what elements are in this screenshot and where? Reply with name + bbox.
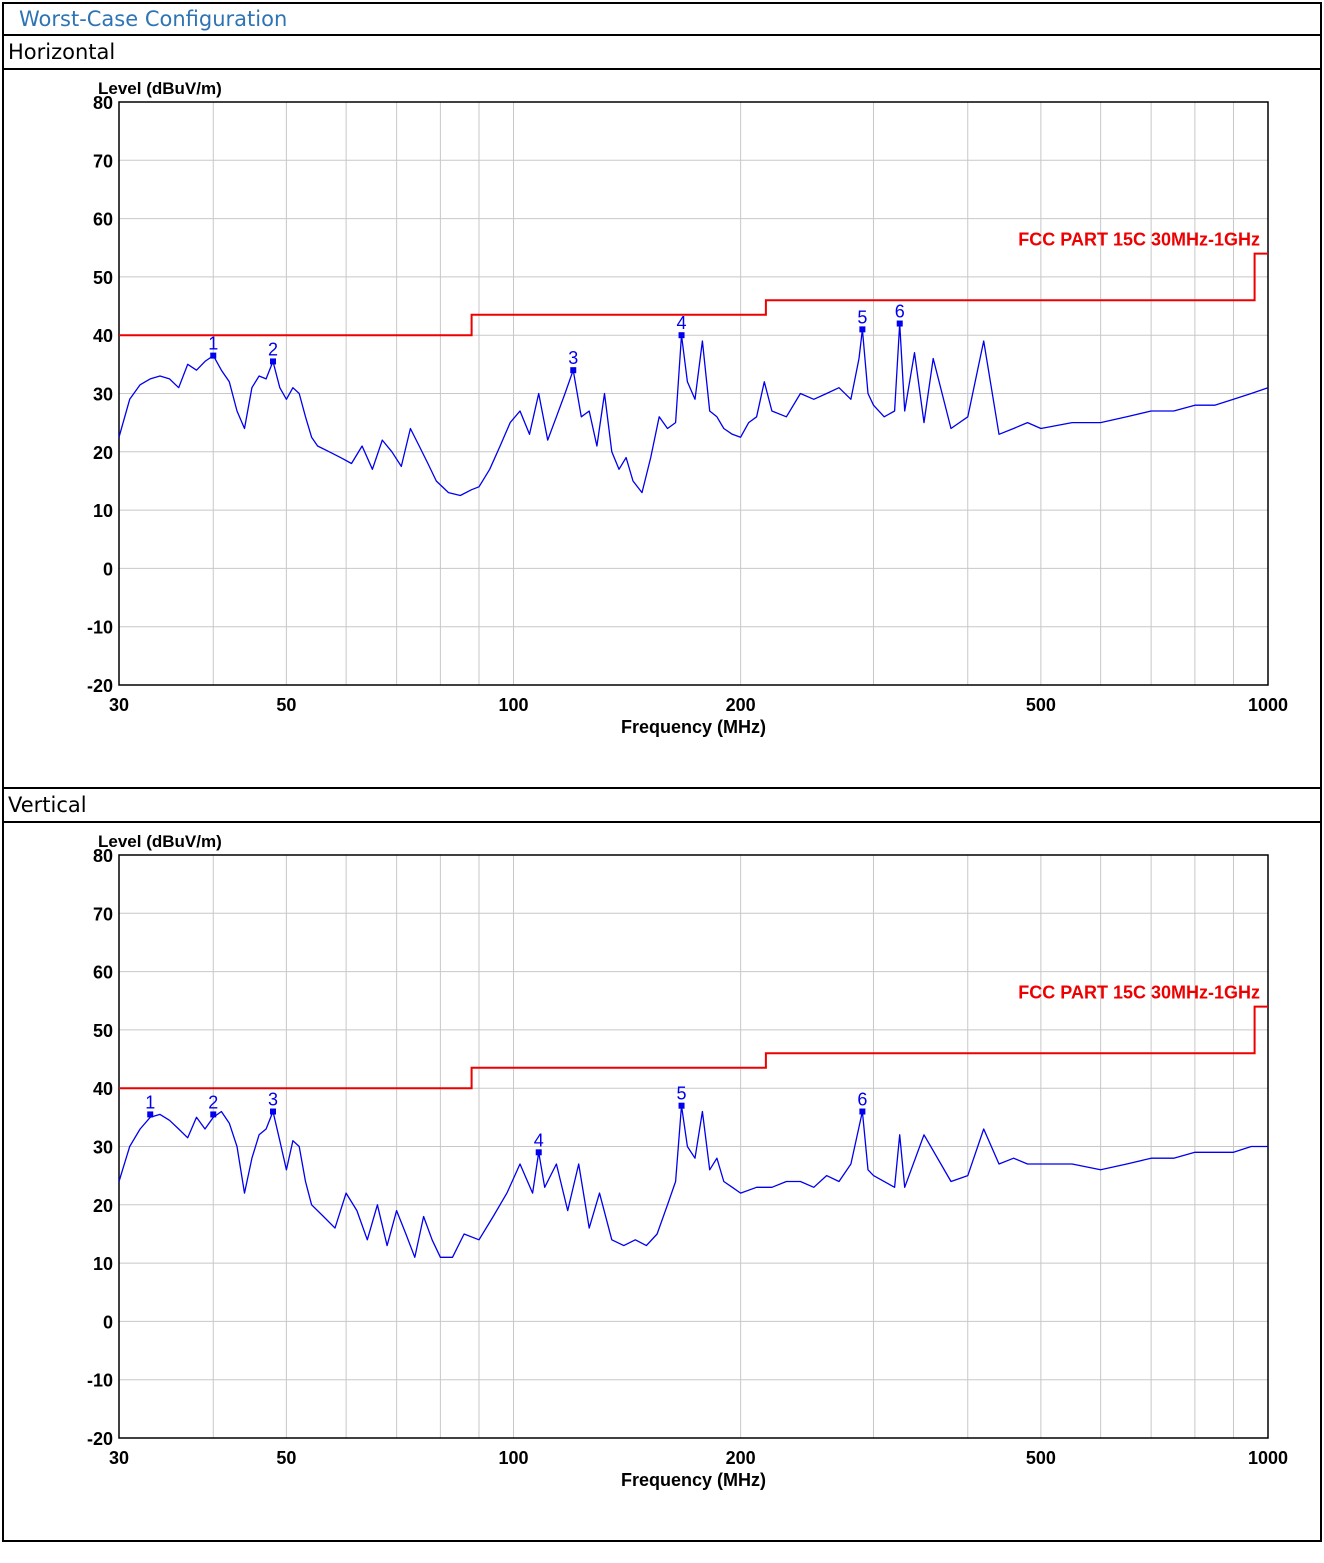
y-tick-label: 40 bbox=[93, 1079, 113, 1099]
x-tick-label: 50 bbox=[276, 695, 296, 715]
peak-marker-label: 1 bbox=[145, 1092, 155, 1112]
y-tick-label: 50 bbox=[93, 1021, 113, 1041]
trace-line bbox=[118, 322, 1269, 497]
peak-marker-label: 6 bbox=[895, 302, 905, 322]
y-tick-label: -10 bbox=[87, 618, 113, 638]
y-tick-label: 10 bbox=[93, 501, 113, 521]
trace-line bbox=[118, 1105, 1268, 1258]
y-tick-label: 70 bbox=[93, 904, 113, 924]
peak-marker-label: 5 bbox=[857, 307, 867, 327]
y-tick-label: 30 bbox=[93, 1138, 113, 1158]
x-axis-label: Frequency (MHz) bbox=[621, 717, 766, 737]
peak-marker bbox=[210, 352, 217, 359]
peak-marker-label: 4 bbox=[677, 313, 687, 333]
peak-marker-label: 2 bbox=[268, 339, 278, 359]
y-tick-label: 70 bbox=[93, 151, 113, 171]
x-tick-label: 500 bbox=[1026, 1448, 1056, 1468]
peak-marker-label: 4 bbox=[534, 1130, 544, 1150]
peak-marker bbox=[270, 1108, 277, 1115]
limit-label: FCC PART 15C 30MHz-1GHz bbox=[1018, 983, 1260, 1003]
peak-marker-label: 3 bbox=[268, 1090, 278, 1110]
peak-marker bbox=[896, 320, 903, 327]
peak-marker bbox=[859, 1108, 866, 1115]
peak-marker-label: 6 bbox=[857, 1090, 867, 1110]
peak-marker-label: 1 bbox=[208, 334, 218, 354]
limit-line bbox=[119, 252, 1268, 337]
x-tick-label: 200 bbox=[726, 695, 756, 715]
limit-label: FCC PART 15C 30MHz-1GHz bbox=[1018, 230, 1260, 250]
peak-marker bbox=[570, 367, 577, 374]
y-tick-label: -20 bbox=[87, 676, 113, 696]
y-tick-label: 30 bbox=[93, 385, 113, 405]
section-label-horizontal: Horizontal bbox=[2, 34, 1322, 70]
y-tick-label: 80 bbox=[93, 93, 113, 113]
peak-marker bbox=[678, 332, 685, 339]
y-tick-label: 0 bbox=[103, 559, 113, 579]
limit-line bbox=[119, 1005, 1268, 1090]
chart-cell-vertical: 80 70 60 50 40 30 20 10 0 -10 -20 30 50 100 200 500 1000… bbox=[2, 821, 1322, 1542]
peak-marker bbox=[270, 358, 277, 365]
y-tick-label: 40 bbox=[93, 326, 113, 346]
y-tick-label: 10 bbox=[93, 1254, 113, 1274]
peak-marker-label: 2 bbox=[208, 1092, 218, 1112]
plot-frame bbox=[118, 101, 1269, 686]
peak-marker bbox=[678, 1102, 685, 1109]
section-label-vertical: Vertical bbox=[2, 787, 1322, 823]
x-tick-label: 200 bbox=[726, 1448, 756, 1468]
y-tick-label: -20 bbox=[87, 1429, 113, 1449]
peak-marker bbox=[535, 1149, 542, 1156]
y-tick-label: -10 bbox=[87, 1371, 113, 1391]
x-tick-label: 1000 bbox=[1248, 695, 1288, 715]
x-tick-label: 100 bbox=[498, 1448, 528, 1468]
peak-marker bbox=[147, 1111, 154, 1118]
peak-marker-label: 3 bbox=[568, 348, 578, 368]
y-tick-label: 20 bbox=[93, 1196, 113, 1216]
y-tick-label: 0 bbox=[103, 1312, 113, 1332]
x-axis-label: Frequency (MHz) bbox=[621, 1470, 766, 1490]
y-axis-label: Level (dBuV/m) bbox=[98, 79, 222, 98]
peak-marker bbox=[859, 326, 866, 333]
y-tick-label: 60 bbox=[93, 210, 113, 230]
y-tick-label: 50 bbox=[93, 268, 113, 288]
x-tick-label: 100 bbox=[498, 695, 528, 715]
peak-marker bbox=[210, 1111, 217, 1118]
chart-cell-horizontal: 80 70 60 50 40 30 20 10 0 -10 -20 30 50 100 200 500 1000… bbox=[2, 68, 1322, 789]
y-tick-label: 20 bbox=[93, 443, 113, 463]
x-tick-label: 50 bbox=[276, 1448, 296, 1468]
y-axis-label: Level (dBuV/m) bbox=[98, 832, 222, 851]
x-tick-label: 1000 bbox=[1248, 1448, 1288, 1468]
x-tick-label: 500 bbox=[1026, 695, 1056, 715]
y-tick-label: 80 bbox=[93, 846, 113, 866]
peak-marker-label: 5 bbox=[677, 1084, 687, 1104]
x-tick-label: 30 bbox=[109, 695, 129, 715]
x-tick-label: 30 bbox=[109, 1448, 129, 1468]
y-tick-label: 60 bbox=[93, 963, 113, 983]
page-title: Worst-Case Configuration bbox=[2, 2, 1322, 36]
